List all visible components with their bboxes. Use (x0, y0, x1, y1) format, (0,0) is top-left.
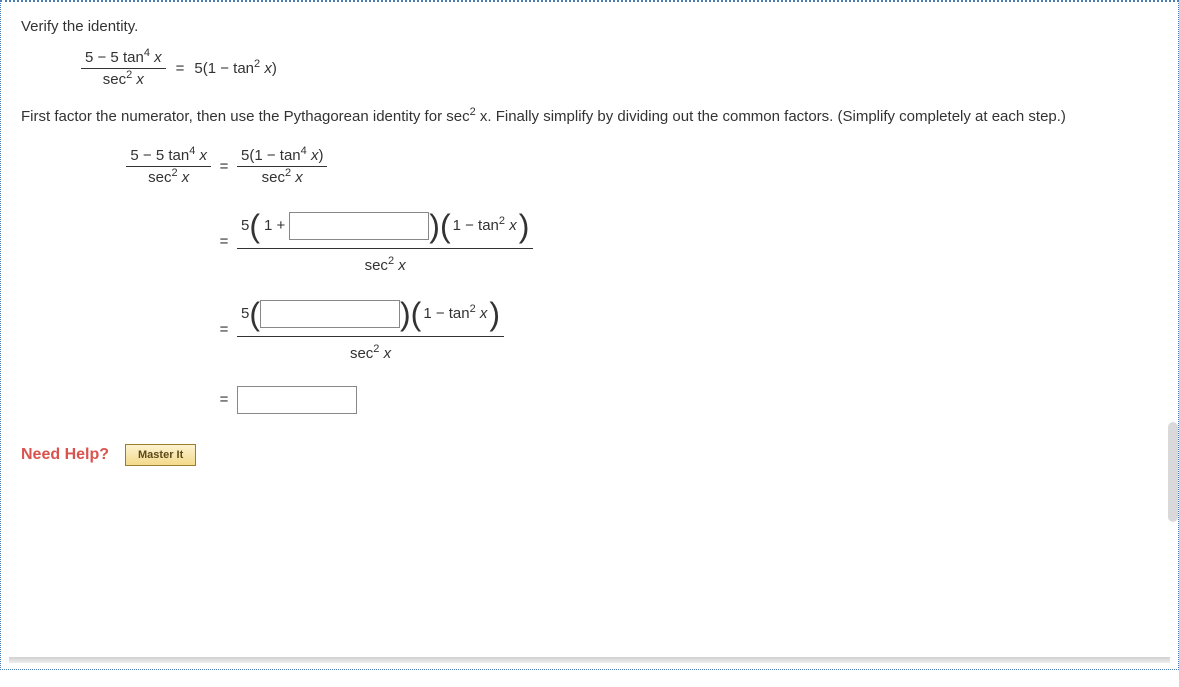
identity-rhs: 5(1 − tan2 x) (194, 60, 276, 77)
open-paren2-icon: ( (440, 210, 451, 242)
identity-lhs-fraction: 5 − 5 tan4 x sec2 x (81, 49, 166, 88)
need-help-row: Need Help? Master It (21, 444, 1158, 466)
step-row-3: = 5 ( ) ( 1 − tan2 x ) sec2 x (81, 298, 1158, 362)
step2-num: 5 ( 1 + ) ( 1 − tan2 x ) (237, 210, 533, 249)
explanation-part2: x. Finally simplify by dividing out the … (476, 108, 1066, 125)
step3-frac: 5 ( ) ( 1 − tan2 x ) sec2 x (237, 298, 504, 362)
right-scrollbar[interactable] (1168, 422, 1178, 522)
step3-five: 5 (241, 305, 249, 322)
close-paren2-icon: ) (519, 210, 530, 242)
step4-input[interactable] (237, 386, 357, 414)
step0-lhs: 5 − 5 tan4 x sec2 x (81, 147, 211, 186)
question-container: Verify the identity. 5 − 5 tan4 x sec2 x… (0, 0, 1179, 670)
step0-lhs-num: 5 − 5 tan4 x (126, 147, 211, 167)
step1-frac: 5(1 − tan4 x) sec2 x (237, 147, 327, 186)
open-paren3-icon: ( (249, 298, 260, 330)
step1-den: sec2 x (258, 167, 307, 186)
bottom-scrollbar[interactable] (9, 657, 1170, 663)
step3-den: sec2 x (346, 337, 395, 362)
explanation-text: First factor the numerator, then use the… (21, 106, 1158, 129)
step2-input[interactable] (289, 212, 429, 240)
master-it-button[interactable]: Master It (125, 444, 196, 466)
identity-lhs-num: 5 − 5 tan4 x (81, 49, 166, 69)
step0-eq: = (211, 158, 237, 175)
equals-sign: = (176, 60, 185, 77)
step3-num: 5 ( ) ( 1 − tan2 x ) (237, 298, 504, 337)
open-paren3b-icon: ( (411, 298, 422, 330)
step4-eq: = (211, 391, 237, 408)
step0-lhs-den: sec2 x (144, 167, 193, 186)
identity-equation: 5 − 5 tan4 x sec2 x = 5(1 − tan2 x) (81, 49, 1158, 88)
need-help-label: Need Help? (21, 446, 109, 464)
step-row-4: = (81, 386, 1158, 414)
steps-container: 5 − 5 tan4 x sec2 x = 5(1 − tan4 x) sec2… (81, 147, 1158, 414)
identity-lhs-den: sec2 x (99, 69, 148, 88)
open-paren-icon: ( (249, 210, 260, 242)
step3-oneminustan2: 1 − tan2 x (423, 305, 487, 322)
step2-frac: 5 ( 1 + ) ( 1 − tan2 x ) sec2 x (237, 210, 533, 274)
step3-input[interactable] (260, 300, 400, 328)
step2-den: sec2 x (361, 249, 410, 274)
step2-oneplus: 1 + (264, 217, 285, 234)
question-content: Verify the identity. 5 − 5 tan4 x sec2 x… (1, 2, 1178, 486)
instruction-text: Verify the identity. (21, 18, 1158, 35)
step0-lhs-frac: 5 − 5 tan4 x sec2 x (126, 147, 211, 186)
step3-eq: = (211, 321, 237, 338)
close-paren-icon: ) (429, 210, 440, 242)
step2-five: 5 (241, 217, 249, 234)
step2-eq: = (211, 233, 237, 250)
close-paren3b-icon: ) (489, 298, 500, 330)
explanation-part1: First factor the numerator, then use the… (21, 108, 470, 125)
step2-oneminustan2: 1 − tan2 x (453, 217, 517, 234)
step-row-2: = 5 ( 1 + ) ( 1 − tan2 x ) sec2 x (81, 210, 1158, 274)
close-paren3-icon: ) (400, 298, 411, 330)
step1-num: 5(1 − tan4 x) (237, 147, 327, 167)
step-row-0: 5 − 5 tan4 x sec2 x = 5(1 − tan4 x) sec2… (81, 147, 1158, 186)
